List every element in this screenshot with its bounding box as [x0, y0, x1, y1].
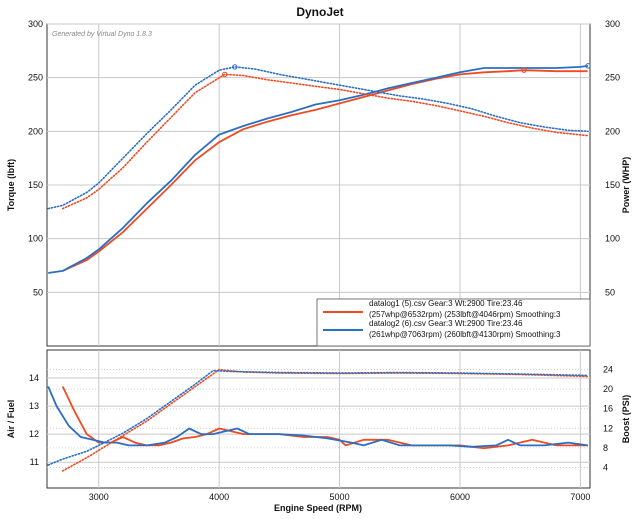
bottom-grid	[47, 350, 590, 488]
peak-marker	[222, 71, 228, 78]
rpm-axis-ticks: 3000 4000 5000 6000 7000	[89, 492, 591, 502]
boost-tick-label: 24	[603, 365, 613, 375]
torque-axis-ticks: 50 100 150 200 250 300	[28, 19, 43, 297]
power-axis-ticks: 50 100 150 200 250 300	[605, 19, 620, 297]
torque-tick-label: 300	[28, 19, 43, 29]
legend-run1-line1: datalog1 (5).csv Gear:3 Wt:2900 Tire:23.…	[369, 299, 523, 308]
legend-run2-line2: (261whp@7063rpm) (260lbft@4130rpm) Smoot…	[369, 330, 561, 339]
power-tick-label: 100	[605, 234, 620, 244]
legend: datalog1 (5).csv Gear:3 Wt:2900 Tire:23.…	[316, 298, 591, 347]
power-torque-panel: 50 100 150 200 250 300 50 100 150 200 250 300 Gene…	[6, 19, 631, 347]
run2-afr-line	[47, 386, 589, 448]
power-tick-label: 200	[605, 126, 620, 136]
afr-axis-ticks: 11 12 13 14	[29, 373, 39, 467]
peak-marker	[521, 67, 527, 73]
afr-boost-panel: 11 12 13 14 4 8 12 16 20 24 3000 4000 5000 6000 7000…	[6, 349, 631, 513]
torque-tick-label: 200	[28, 126, 43, 136]
torque-tick-label: 100	[28, 234, 43, 244]
top-series	[47, 65, 589, 274]
power-tick-label: 300	[605, 19, 620, 29]
power-tick-label: 150	[605, 180, 620, 190]
top-markers	[222, 63, 591, 78]
afr-tick-label: 12	[29, 429, 39, 439]
boost-tick-label: 12	[603, 423, 613, 433]
peak-marker	[585, 63, 591, 69]
boost-axis-label: Boost (PSI)	[621, 395, 631, 444]
legend-box	[316, 298, 591, 347]
run1-boost-line	[61, 368, 589, 472]
rpm-tick-label: 5000	[330, 492, 350, 502]
boost-axis-ticks: 4 8 12 16 20 24	[603, 365, 613, 473]
boost-tick-label: 16	[603, 404, 613, 414]
legend-run2-line1: datalog2 (6).csv Gear:3 Wt:2900 Tire:23.…	[369, 319, 523, 328]
torque-tick-label: 150	[28, 180, 43, 190]
power-tick-label: 50	[605, 287, 615, 297]
torque-tick-label: 50	[33, 287, 43, 297]
run2-boost-line	[47, 369, 589, 466]
afr-tick-label: 14	[29, 373, 39, 383]
run2-power-line	[48, 65, 589, 274]
boost-tick-label: 20	[603, 384, 613, 394]
afr-tick-label: 11	[30, 457, 39, 467]
boost-tick-label: 4	[603, 462, 608, 472]
watermark: Generated by Virtual Dyno 1.8.3	[52, 31, 152, 38]
rpm-tick-label: 6000	[450, 492, 470, 502]
rpm-tick-label: 4000	[209, 492, 229, 502]
chart-title: DynoJet	[296, 5, 343, 19]
rpm-tick-label: 7000	[570, 492, 590, 502]
afr-tick-label: 13	[29, 401, 39, 411]
rpm-axis-label: Engine Speed (RPM)	[274, 503, 362, 513]
peak-marker	[232, 64, 238, 70]
run1-power-line	[62, 69, 588, 272]
run2-torque-line	[47, 66, 589, 210]
power-tick-label: 250	[605, 73, 620, 83]
rpm-tick-label: 3000	[89, 492, 109, 502]
bottom-series	[47, 368, 589, 472]
afr-axis-label: Air / Fuel	[6, 400, 16, 439]
legend-run1-line2: (257whp@6532rpm) (253lbft@4046rpm) Smoot…	[369, 310, 561, 319]
torque-axis-label: Torque (lbft)	[6, 159, 16, 211]
torque-tick-label: 250	[28, 73, 43, 83]
top-grid	[47, 23, 590, 346]
boost-tick-label: 8	[603, 443, 608, 453]
run1-torque-line	[61, 73, 589, 210]
power-axis-label: Power (WHP)	[621, 157, 631, 214]
